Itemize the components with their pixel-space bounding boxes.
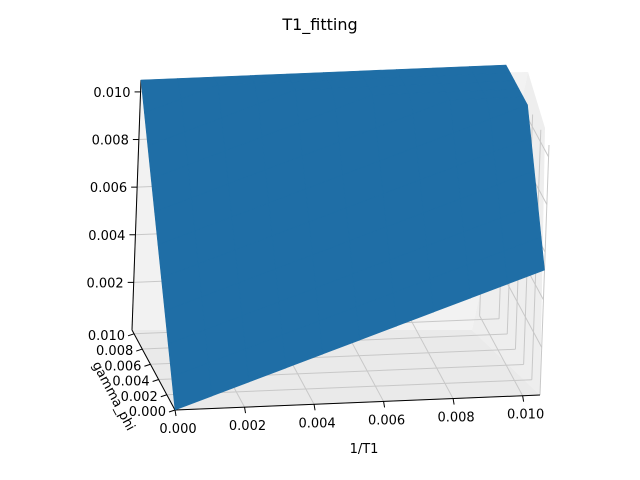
x-tick-label-1: 0.002 xyxy=(229,419,266,434)
y-tick-mark-2 xyxy=(152,379,159,382)
z-ticks: 0.002 0.004 0.006 0.008 0.010 xyxy=(86,86,141,291)
y-tick-label-4: 0.008 xyxy=(96,344,133,359)
x-tick-label-4: 0.008 xyxy=(437,411,474,426)
y-tick-mark-3 xyxy=(144,363,151,367)
x-axis-line xyxy=(174,394,541,411)
x-tick-label-5: 0.010 xyxy=(507,408,544,423)
x-tick-mark-1 xyxy=(244,407,247,414)
chart-title: T1_fitting xyxy=(281,15,357,35)
y-tick-mark-5 xyxy=(127,333,135,337)
x-tick-mark-2 xyxy=(313,404,316,411)
x-tick-mark-5 xyxy=(522,395,525,402)
x-tick-mark-4 xyxy=(452,398,455,405)
x-ticks: 0.000 0.002 0.004 0.006 0.008 0.010 xyxy=(159,395,544,437)
y-tick-label-0: 0.000 xyxy=(129,405,166,420)
y-tick-label-1: 0.002 xyxy=(121,390,158,405)
z-tick-label-1: 0.004 xyxy=(88,229,125,244)
y-tick-label-2: 0.004 xyxy=(112,375,149,390)
axis-lines xyxy=(131,79,541,411)
x-tick-mark-0 xyxy=(174,409,177,417)
y-tick-label-5: 0.010 xyxy=(88,329,125,344)
floor-grid-y-1 xyxy=(166,379,532,396)
x-tick-label-3: 0.006 xyxy=(368,413,405,428)
y-tick-label-3: 0.006 xyxy=(104,359,141,374)
surface-plot xyxy=(140,64,545,411)
floor-grid-x-5 xyxy=(479,315,524,396)
y-axis-line xyxy=(131,329,176,411)
x-tick-label-0: 0.000 xyxy=(159,422,196,437)
surface-patch-9-0 xyxy=(503,236,545,285)
z-axis-line xyxy=(131,79,142,331)
y-tick-mark-4 xyxy=(136,348,143,352)
x-axis-label: 1/T1 xyxy=(350,442,379,457)
y-tick-mark-0 xyxy=(168,409,176,413)
x-tick-label-2: 0.004 xyxy=(298,416,335,431)
x-tick-mark-3 xyxy=(383,401,386,408)
z-tick-label-3: 0.008 xyxy=(92,134,129,149)
floor-grid-x-4 xyxy=(409,318,454,399)
z-tick-label-0: 0.002 xyxy=(86,276,123,291)
y-tick-mark-1 xyxy=(160,394,167,398)
z-tick-label-2: 0.006 xyxy=(90,181,127,196)
z-tick-label-4: 0.010 xyxy=(93,86,130,101)
